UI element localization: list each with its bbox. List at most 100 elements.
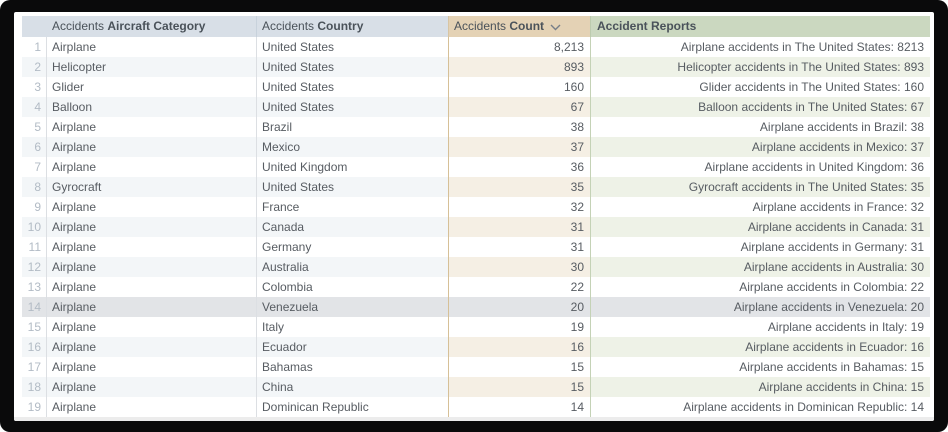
cell-count: 22 (448, 277, 590, 297)
table-row[interactable]: 10 Airplane Canada 31 Airplane accidents… (22, 217, 930, 237)
cell-accident-report: Airplane accidents in France: 32 (590, 197, 930, 217)
cell-aircraft-category: Airplane (46, 337, 256, 357)
cell-count: 20 (448, 297, 590, 317)
cell-count: 38 (448, 117, 590, 137)
cell-aircraft-category: Airplane (46, 317, 256, 337)
cell-country: Venezuela (256, 297, 448, 317)
table-row[interactable]: 4 Balloon United States 67 Balloon accid… (22, 97, 930, 117)
table-row[interactable]: 13 Airplane Colombia 22 Airplane acciden… (22, 277, 930, 297)
column-label: Aircraft Category (107, 19, 206, 33)
table-row[interactable]: 2 Helicopter United States 893 Helicopte… (22, 57, 930, 77)
cell-country: Dominican Republic (256, 397, 448, 417)
cell-accident-report: Airplane accidents in Brazil: 38 (590, 117, 930, 137)
table-row[interactable]: 1 Airplane United States 8,213 Airplane … (22, 37, 930, 57)
row-number: 11 (28, 240, 41, 254)
table-viewport: Accidents Aircraft Category Accidents Co… (14, 12, 934, 421)
cell-count: 8,213 (448, 37, 590, 57)
cell-count: 893 (448, 57, 590, 77)
table-row[interactable]: 8 Gyrocraft United States 35 Gyrocraft a… (22, 177, 930, 197)
column-header-accident-reports[interactable]: Accident Reports (590, 16, 930, 37)
cell-count: 160 (448, 77, 590, 97)
table-row[interactable]: 5 Airplane Brazil 38 Airplane accidents … (22, 117, 930, 137)
table-row[interactable]: 3 Glider United States 160 Glider accide… (22, 77, 930, 97)
row-number: 10 (22, 217, 46, 237)
row-number: 5 (34, 120, 41, 134)
cell-count: 15 (448, 377, 590, 397)
cell-accident-report: Airplane accidents in Venezuela: 20 (590, 297, 930, 317)
row-number: 12 (22, 257, 46, 277)
cell-accident-report: Airplane accidents in The United States:… (590, 37, 930, 57)
table-row[interactable]: 18 Airplane China 15 Airplane accidents … (22, 377, 930, 397)
cell-aircraft-category: Airplane (46, 117, 256, 137)
cell-country: China (256, 377, 448, 397)
cell-aircraft-category: Helicopter (46, 57, 256, 77)
row-number: 8 (22, 177, 46, 197)
row-number: 16 (22, 337, 46, 357)
cell-aircraft-category: Airplane (46, 357, 256, 377)
cell-accident-report: Glider accidents in The United States: 1… (590, 77, 930, 97)
cell-count: 19 (448, 317, 590, 337)
column-prefix: Accidents (52, 19, 105, 33)
cell-country: Colombia (256, 277, 448, 297)
cell-accident-report: Airplane accidents in Colombia: 22 (590, 277, 930, 297)
cell-aircraft-category: Balloon (46, 97, 256, 117)
cell-country: United States (256, 177, 448, 197)
column-label: Accident Reports (597, 19, 697, 33)
sort-descending-icon (550, 24, 561, 31)
column-label: Count (509, 19, 545, 33)
cell-country: United States (256, 37, 448, 57)
table-row[interactable]: 14 Airplane Venezuela 20 Airplane accide… (22, 297, 930, 317)
cell-aircraft-category: Glider (46, 77, 256, 97)
table-row[interactable]: 15 Airplane Italy 19 Airplane accidents … (22, 317, 930, 337)
cell-count: 31 (448, 237, 590, 257)
row-number: 17 (27, 360, 41, 374)
column-header-aircraft-category[interactable]: Accidents Aircraft Category (46, 16, 256, 37)
table-row[interactable]: 6 Airplane Mexico 37 Airplane accidents … (22, 137, 930, 157)
cell-aircraft-category: Airplane (46, 37, 256, 57)
cell-country: Bahamas (256, 357, 448, 377)
table-row[interactable]: 9 Airplane France 32 Airplane accidents … (22, 197, 930, 217)
cell-count: 31 (448, 217, 590, 237)
cell-aircraft-category: Airplane (46, 377, 256, 397)
cell-country: United States (256, 97, 448, 117)
cell-count: 35 (448, 177, 590, 197)
cell-count: 36 (448, 157, 590, 177)
cell-country: Brazil (256, 117, 448, 137)
cell-country: France (256, 197, 448, 217)
cell-aircraft-category: Airplane (46, 137, 256, 157)
row-number: 1 (34, 40, 41, 54)
cell-accident-report: Helicopter accidents in The United State… (590, 57, 930, 77)
cell-accident-report: Airplane accidents in Italy: 19 (590, 317, 930, 337)
cell-aircraft-category: Airplane (46, 217, 256, 237)
row-number: 13 (27, 280, 41, 294)
table-header: Accidents Aircraft Category Accidents Co… (22, 16, 930, 37)
table-row[interactable]: 7 Airplane United Kingdom 36 Airplane ac… (22, 157, 930, 177)
row-number-header (22, 16, 46, 37)
cell-accident-report: Airplane accidents in Australia: 30 (590, 257, 930, 277)
column-header-country[interactable]: Accidents Country (256, 16, 448, 37)
table-body: 1 Airplane United States 8,213 Airplane … (22, 37, 930, 417)
table-row[interactable]: 16 Airplane Ecuador 16 Airplane accident… (22, 337, 930, 357)
cell-aircraft-category: Airplane (46, 257, 256, 277)
cell-aircraft-category: Airplane (46, 157, 256, 177)
table-row[interactable]: 17 Airplane Bahamas 15 Airplane accident… (22, 357, 930, 377)
row-number: 14 (22, 297, 46, 317)
cell-accident-report: Airplane accidents in Mexico: 37 (590, 137, 930, 157)
table-row[interactable]: 19 Airplane Dominican Republic 14 Airpla… (22, 397, 930, 417)
row-number: 2 (22, 57, 46, 77)
cell-accident-report: Airplane accidents in Canada: 31 (590, 217, 930, 237)
table-row[interactable]: 12 Airplane Australia 30 Airplane accide… (22, 257, 930, 277)
scrollbar-track[interactable] (14, 417, 934, 421)
row-number: 9 (34, 200, 41, 214)
cell-aircraft-category: Airplane (46, 277, 256, 297)
cell-aircraft-category: Airplane (46, 197, 256, 217)
cell-accident-report: Airplane accidents in United Kingdom: 36 (590, 157, 930, 177)
row-number: 3 (34, 80, 41, 94)
table-row[interactable]: 11 Airplane Germany 31 Airplane accident… (22, 237, 930, 257)
cell-count: 30 (448, 257, 590, 277)
column-header-count[interactable]: Accidents Count (448, 16, 590, 37)
cell-accident-report: Airplane accidents in Germany: 31 (590, 237, 930, 257)
cell-count: 32 (448, 197, 590, 217)
cell-count: 14 (448, 397, 590, 417)
